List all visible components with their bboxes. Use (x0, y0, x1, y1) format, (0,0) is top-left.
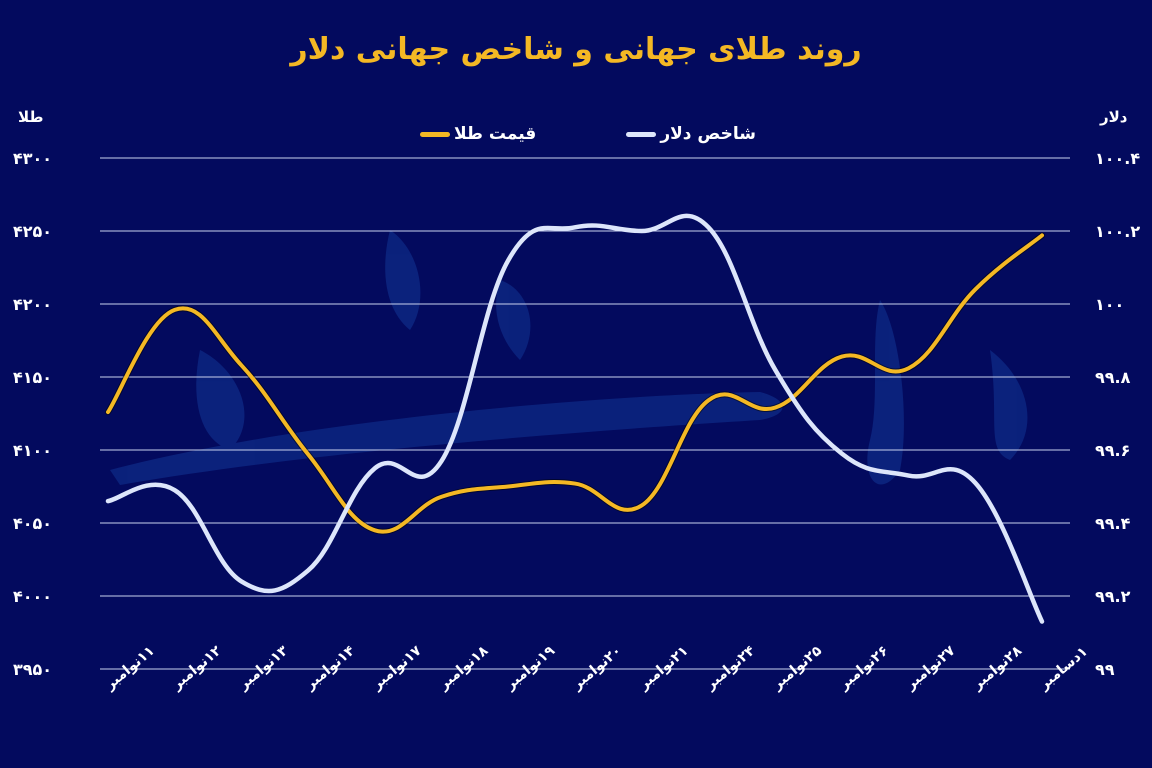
chart-title: روند طلای جهانی و شاخص جهانی دلار (290, 32, 862, 67)
right-tick-label: ۹۹.۴ (1095, 514, 1131, 533)
right-tick-label: ۹۹.۶ (1095, 441, 1130, 460)
grid-lines (100, 157, 1070, 670)
x-axis-label: ۱۲نوامبر (168, 643, 225, 694)
legend: شاخص دلار قیمت طلا (420, 124, 756, 144)
legend-swatch-dollar-icon (626, 131, 657, 137)
x-axis-label: ۲۵نوامبر (769, 643, 826, 694)
x-axis-label: ۱۱نوامبر (102, 643, 158, 694)
right-tick-label: ۹۹.۸ (1095, 368, 1131, 387)
left-tick-label: ۴۰۰۰ (13, 587, 52, 606)
watermark-logo (110, 230, 1028, 485)
x-axis-label: ۲۱نوامبر (635, 643, 691, 694)
right-tick-label: ۱۰۰.۴ (1095, 149, 1140, 168)
legend-item-gold: قیمت طلا (420, 124, 536, 144)
right-tick-label: ۹۹ (1095, 660, 1115, 679)
x-axis-label: ۲۷نوامبر (902, 643, 959, 694)
right-axis-title: دلار (1100, 108, 1128, 126)
right-tick-label: ۱۰۰ (1095, 295, 1124, 314)
right-tick-label: ۹۹.۲ (1095, 587, 1131, 606)
legend-label-dollar: شاخص دلار (660, 124, 756, 144)
x-axis-label: ۲۰نوامبر (569, 643, 625, 694)
right-axis-ticks: ۱۰۰.۴ ۱۰۰.۲ ۱۰۰ ۹۹.۸ ۹۹.۶ ۹۹.۴ ۹۹.۲ ۹۹ (1095, 149, 1140, 679)
x-axis-label: ۲۸نوامبر (969, 643, 1026, 694)
x-axis-label: ۱۳نوامبر (235, 643, 292, 694)
legend-label-gold: قیمت طلا (454, 124, 537, 144)
x-axis-label: ۱۴نوامبر (302, 643, 359, 694)
gold-price-line (106, 233, 1044, 534)
x-axis-label: ۲۴نوامبر (702, 643, 759, 694)
x-axis-label: ۱۹نوامبر (502, 643, 559, 694)
left-tick-label: ۴۱۵۰ (13, 368, 52, 387)
x-axis-label: ۲۶نوامبر (835, 643, 891, 694)
left-axis-ticks: ۴۳۰۰ ۴۲۵۰ ۴۲۰۰ ۴۱۵۰ ۴۱۰۰ ۴۰۵۰ ۴۰۰۰ ۳۹۵۰ (13, 149, 52, 679)
legend-swatch-gold-icon (420, 131, 450, 137)
left-tick-label: ۴۲۰۰ (13, 295, 52, 314)
left-tick-label: ۳۹۵۰ (13, 660, 52, 679)
left-axis-title: طلا (18, 108, 44, 126)
x-axis-labels: ۱۱نوامبر ۱۲نوامبر ۱۳نوامبر ۱۴نوامبر ۱۷نوامبر… (102, 643, 1091, 694)
left-tick-label: ۴۰۵۰ (13, 514, 52, 533)
gold-line-shadow (105, 232, 1045, 535)
dollar-index-line (105, 213, 1045, 624)
right-tick-label: ۱۰۰.۲ (1095, 222, 1140, 241)
x-axis-label: ۱۷نوامبر (368, 643, 425, 694)
left-tick-label: ۴۳۰۰ (13, 149, 52, 168)
legend-item-dollar: شاخص دلار (626, 124, 756, 144)
left-tick-label: ۴۲۵۰ (13, 222, 52, 241)
x-axis-label: ۱۸نوامبر (435, 643, 492, 694)
left-tick-label: ۴۱۰۰ (13, 441, 52, 460)
